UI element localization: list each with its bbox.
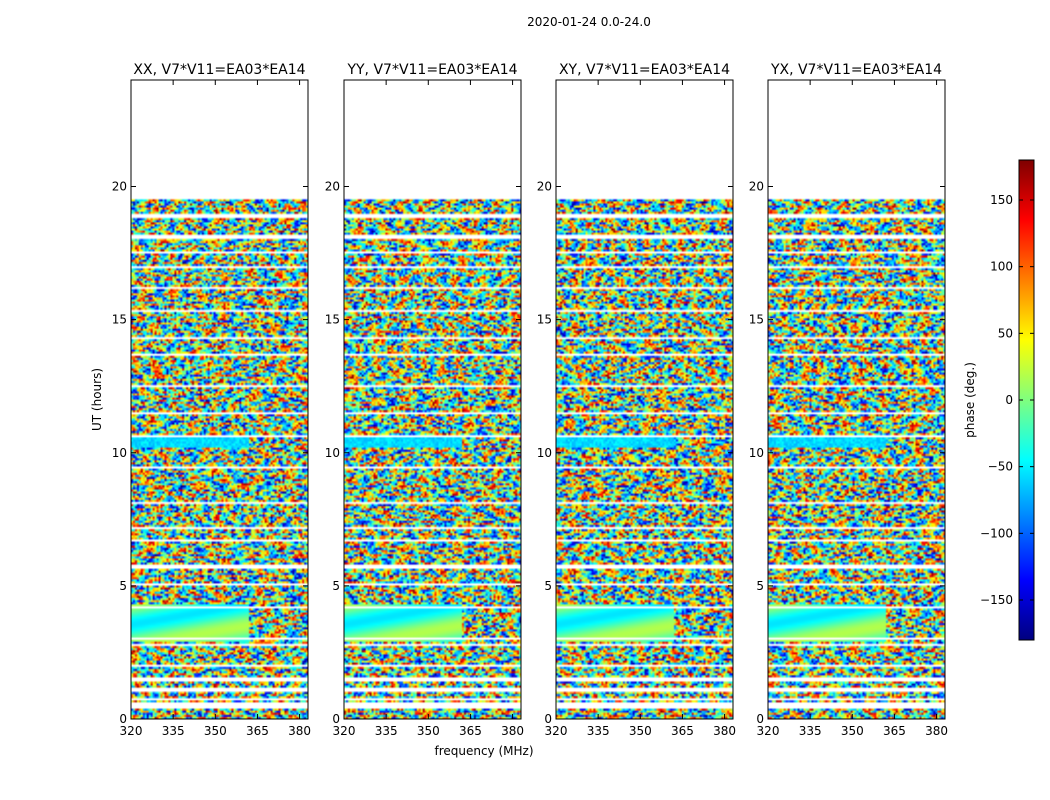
x-tick-label: 320 [120, 724, 143, 738]
phase-heatmap-yy [344, 197, 521, 719]
axes-frame [130, 79, 309, 720]
panel-title: XX, V7*V11=EA03*EA14 [133, 62, 305, 78]
x-tick-label: 380 [288, 724, 311, 738]
axes-frame [343, 79, 522, 720]
y-tick-label: 15 [537, 313, 552, 327]
y-tick-label: 20 [537, 180, 552, 194]
y-tick-label: 0 [332, 712, 340, 726]
colorbar-tick-label: −100 [980, 526, 1013, 540]
panel-yx: YX, V7*V11=EA03*EA14 0 5 10 15 20 320 335 350 365… [749, 62, 948, 738]
y-tick-label: 20 [112, 180, 127, 194]
colorbar-tick-label: −50 [988, 460, 1013, 474]
x-tick-label: 320 [545, 724, 568, 738]
x-tick-label: 350 [204, 724, 227, 738]
x-tick-label: 350 [417, 724, 440, 738]
figure-suptitle: 2020-01-24 0.0-24.0 [527, 15, 651, 29]
x-tick-label: 365 [671, 724, 694, 738]
x-tick-label: 380 [925, 724, 948, 738]
colorbar-tick-label: 50 [998, 326, 1013, 340]
x-tick-label: 350 [629, 724, 652, 738]
axes-frame [767, 79, 946, 720]
y-axis-label: UT (hours) [90, 368, 104, 431]
panel-yy: YY, V7*V11=EA03*EA14 0 5 10 15 20 320 335 350 365… [325, 62, 524, 738]
y-tick-label: 5 [756, 579, 764, 593]
y-tick-label: 0 [119, 712, 127, 726]
y-tick-label: 20 [325, 180, 340, 194]
y-tick-label: 15 [325, 313, 340, 327]
x-tick-label: 365 [459, 724, 482, 738]
x-tick-label: 335 [799, 724, 822, 738]
y-tick-label: 15 [749, 313, 764, 327]
axes-frame [555, 79, 734, 720]
x-tick-label: 365 [246, 724, 269, 738]
y-tick-label: 0 [756, 712, 764, 726]
y-tick-label: 10 [325, 446, 340, 460]
colorbar-tick-label: −150 [980, 593, 1013, 607]
x-tick-label: 380 [713, 724, 736, 738]
phase-heatmap-xy [556, 197, 733, 719]
panels-group: XX, V7*V11=EA03*EA14 0 5 10 15 20 320 335 350 365… [90, 62, 948, 758]
x-tick-label: 365 [883, 724, 906, 738]
y-tick-label: 20 [749, 180, 764, 194]
x-tick-label: 335 [162, 724, 185, 738]
colorbar-tick-label: 0 [1005, 393, 1013, 407]
panel-title: XY, V7*V11=EA03*EA14 [559, 62, 730, 78]
colorbar-tick-label: 150 [990, 193, 1013, 207]
panel-title: YY, V7*V11=EA03*EA14 [346, 62, 517, 78]
colorbar-label: phase (deg.) [963, 362, 977, 438]
y-tick-label: 15 [112, 313, 127, 327]
panel-title: YX, V7*V11=EA03*EA14 [770, 62, 942, 78]
x-axis-label: frequency (MHz) [434, 744, 533, 758]
x-tick-label: 320 [757, 724, 780, 738]
panel-xy: XY, V7*V11=EA03*EA14 0 5 10 15 20 320 335 350 365… [537, 62, 736, 738]
colorbar: −150 −100 −50 0 50 100 150 phase (deg.) [963, 159, 1035, 641]
y-tick-label: 5 [332, 579, 340, 593]
x-tick-label: 335 [375, 724, 398, 738]
y-tick-label: 5 [119, 579, 127, 593]
phase-heatmap-yx [768, 197, 945, 719]
x-tick-label: 380 [501, 724, 524, 738]
y-tick-label: 10 [112, 446, 127, 460]
panel-xx: XX, V7*V11=EA03*EA14 0 5 10 15 20 320 335 350 365… [90, 62, 534, 758]
x-tick-label: 320 [333, 724, 356, 738]
x-tick-label: 350 [841, 724, 864, 738]
y-tick-label: 10 [749, 446, 764, 460]
y-tick-label: 5 [544, 579, 552, 593]
phase-heatmap-xx [131, 197, 308, 719]
x-tick-label: 335 [587, 724, 610, 738]
colorbar-tick-label: 100 [990, 260, 1013, 274]
y-tick-label: 10 [537, 446, 552, 460]
y-tick-label: 0 [544, 712, 552, 726]
